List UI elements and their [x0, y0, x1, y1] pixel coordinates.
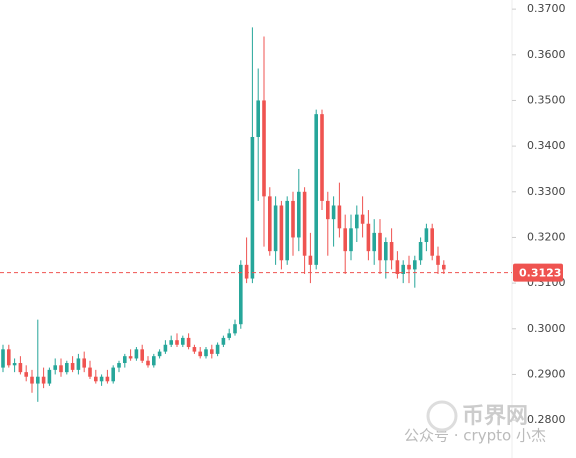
- y-tick-label: 0.2900: [527, 367, 566, 380]
- candle-body: [181, 337, 185, 345]
- candle-body: [47, 369, 52, 384]
- candle-body: [407, 264, 411, 270]
- candle-body: [111, 367, 115, 382]
- candle-body: [169, 340, 173, 345]
- candle-body: [436, 255, 440, 265]
- candle-body: [59, 365, 63, 373]
- candle-body: [221, 337, 226, 345]
- candle-body: [192, 347, 197, 352]
- candle-body: [291, 200, 295, 238]
- candle-body: [24, 372, 28, 377]
- candle-body: [117, 363, 121, 368]
- candle-body: [128, 356, 133, 359]
- candle-body: [297, 191, 301, 238]
- candle-body: [233, 324, 237, 334]
- candle-body: [18, 363, 23, 373]
- candle-body: [331, 205, 336, 220]
- candle-body: [65, 363, 69, 373]
- candle-body: [308, 255, 313, 265]
- candle-body: [157, 351, 162, 357]
- candle-body: [343, 228, 347, 252]
- candle-body: [7, 349, 11, 366]
- candle-body: [239, 264, 243, 325]
- last-price-box: [513, 263, 563, 282]
- candle-body: [268, 196, 272, 252]
- logo: 币界网: [462, 404, 528, 429]
- candle-body: [204, 349, 208, 357]
- candle-body: [53, 365, 57, 370]
- candle-body: [384, 242, 388, 261]
- candle-body: [36, 376, 40, 384]
- candle-body: [76, 358, 81, 370]
- candle-body: [70, 363, 75, 370]
- y-tick-label: 0.3600: [527, 48, 566, 61]
- watermark: 公众号 · crypto 小杰: [404, 427, 546, 445]
- candle-body: [355, 214, 359, 229]
- candle-body: [140, 349, 144, 361]
- candle-body: [105, 376, 110, 382]
- y-tick-label: 0.3400: [527, 139, 566, 152]
- candle-body: [186, 337, 191, 348]
- candle-body: [152, 356, 156, 366]
- candle-body: [424, 228, 429, 243]
- y-tick-label: 0.3500: [527, 93, 566, 106]
- candle-body: [395, 260, 400, 274]
- candle-body: [99, 376, 104, 382]
- candle-body: [41, 376, 46, 384]
- candle-body: [442, 264, 446, 270]
- candle-body: [279, 205, 284, 261]
- candle-body: [175, 340, 179, 345]
- candle-body: [337, 205, 342, 229]
- candle-body: [30, 376, 34, 384]
- candle-body: [227, 333, 231, 338]
- y-tick-label: 0.3700: [527, 2, 566, 15]
- candle-body: [250, 136, 255, 279]
- candle-body: [320, 114, 324, 201]
- y-tick-label: 0.3300: [527, 185, 566, 198]
- candle-body: [210, 349, 214, 354]
- candle-body: [123, 356, 127, 364]
- candle-body: [273, 205, 278, 252]
- candle-body: [360, 214, 365, 224]
- y-tick-label: 0.3000: [527, 322, 566, 335]
- candle-body: [1, 349, 5, 368]
- candle-body: [94, 376, 98, 382]
- candle-body: [302, 191, 307, 256]
- candle-body: [314, 114, 318, 265]
- candle-body: [349, 228, 353, 252]
- candle-body: [401, 264, 405, 274]
- y-tick-label: 0.3200: [527, 230, 566, 243]
- candle-body: [82, 358, 86, 368]
- candle-body: [12, 363, 17, 366]
- candle-body: [372, 232, 376, 252]
- candle-body: [430, 228, 434, 256]
- candle-body: [262, 100, 266, 197]
- candle-body: [215, 344, 220, 354]
- candle-body: [389, 242, 394, 261]
- last-price-label: 0.3123: [519, 267, 561, 280]
- logo-icon: [426, 400, 458, 432]
- candle-body: [244, 264, 249, 279]
- candle-body: [146, 360, 150, 366]
- candle-body: [88, 367, 92, 377]
- candle-body: [256, 100, 260, 137]
- candle-body: [326, 200, 330, 220]
- candle-body: [413, 260, 417, 270]
- candle-body: [134, 349, 139, 359]
- candle-body: [198, 351, 202, 357]
- candle-body: [378, 232, 382, 261]
- y-tick-label: 0.2800: [527, 413, 566, 426]
- candle-body: [163, 344, 168, 352]
- candle-body: [285, 200, 289, 261]
- candle-body: [418, 242, 423, 261]
- candle-body: [366, 223, 371, 252]
